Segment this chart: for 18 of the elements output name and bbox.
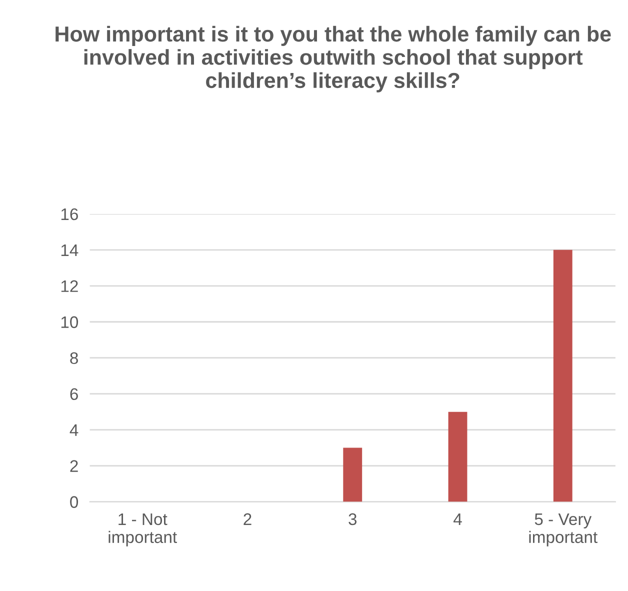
y-tick-label: 6 <box>70 388 78 400</box>
bar <box>448 412 468 502</box>
x-tick-label: 5 - Very important <box>529 513 598 546</box>
chart-title: How important is it to you that the whole family can be involved in activities outwith school that support children’s literacy skills? <box>56 26 611 92</box>
x-tick-label: 1 - Not important <box>108 513 177 546</box>
x-tick-label: 4 <box>454 513 462 525</box>
y-tick-label: 16 <box>61 208 78 220</box>
x-tick-label: 3 <box>348 513 357 526</box>
x-tick-label: 2 <box>244 513 252 525</box>
y-tick-label: 14 <box>61 244 78 256</box>
y-tick-label: 0 <box>70 496 78 508</box>
y-tick-label: 12 <box>61 280 78 292</box>
y-tick-label: 8 <box>70 352 78 364</box>
y-tick-label: 10 <box>61 316 78 328</box>
bar <box>343 448 362 502</box>
bar <box>553 250 572 502</box>
y-tick-label: 4 <box>70 424 78 436</box>
y-tick-label: 2 <box>70 460 78 472</box>
